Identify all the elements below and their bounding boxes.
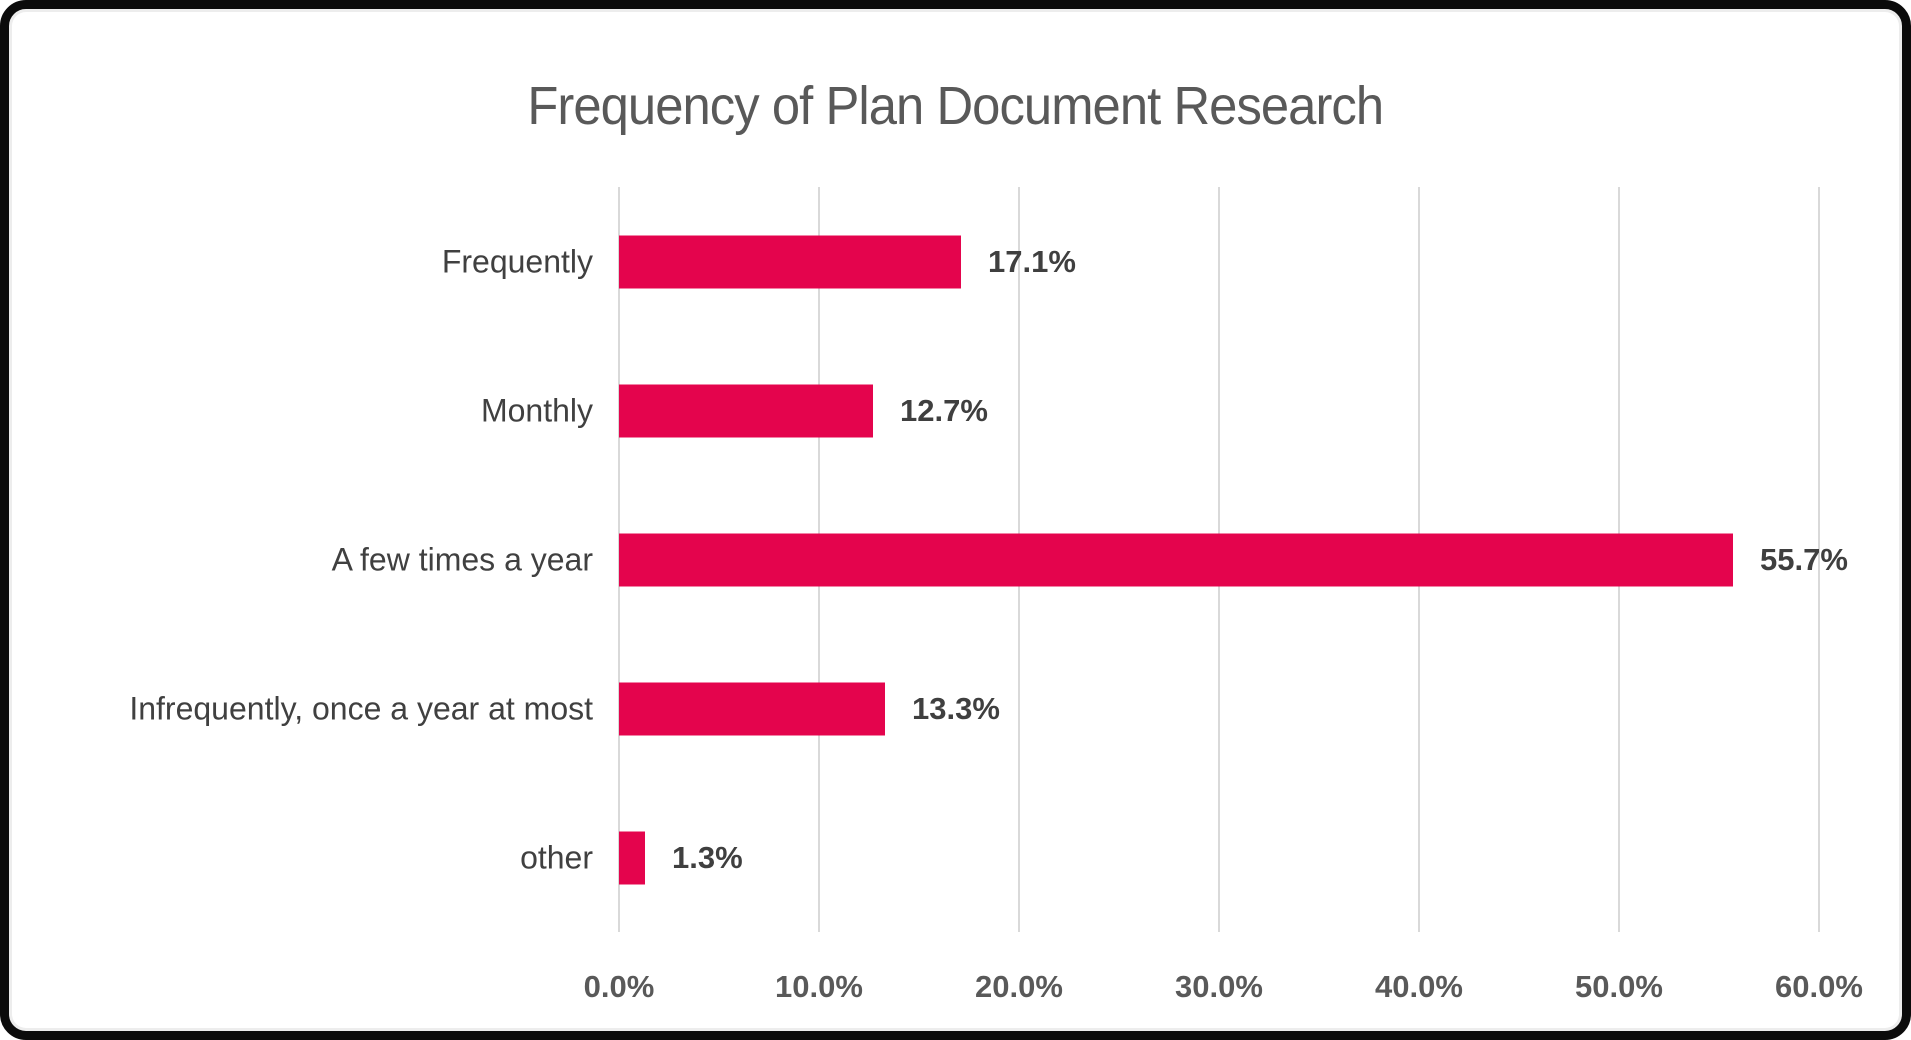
bar-row: Frequently 17.1% [442,187,1819,336]
x-axis-tick-label: 10.0% [775,969,863,1004]
value-label: 12.7% [900,392,988,428]
bar [619,533,1733,586]
x-axis-tick-label: 0.0% [583,969,655,1004]
category-label: Frequently [441,243,593,279]
x-axis-tick-label: 60.0% [1775,969,1863,1004]
bar-row: Monthly 12.7% [481,336,1819,485]
category-label: A few times a year [331,541,593,577]
plot-area: Frequently 17.1% Monthly 12.7% A few times a… [129,187,1848,932]
category-label: other [520,839,593,875]
x-axis-tick-label: 50.0% [1575,969,1663,1004]
bar-row: other 1.3% [520,783,1819,932]
bar-row: Infrequently, once a year at most 13.3% [129,634,1819,783]
bar [619,235,961,288]
bar [619,384,873,437]
chart-title: Frequency of Plan Document Research [9,75,1902,137]
gridline-60.0% [1818,187,1820,932]
bar [619,831,645,884]
category-label: Infrequently, once a year at most [129,690,593,726]
bar [619,682,885,735]
x-axis: 0.0% 10.0% 20.0% 30.0% 40.0% 50.0% 60.0% [584,961,1863,1021]
value-label: 13.3% [912,690,1000,726]
x-axis-tick-label: 20.0% [975,969,1063,1004]
value-label: 55.7% [1760,541,1848,577]
x-axis-tick-label: 40.0% [1375,969,1463,1004]
category-label: Monthly [480,392,593,428]
bar-row: A few times a year 55.7% [332,485,1848,634]
chart-title-text: Frequency of Plan Document Research [527,76,1385,136]
value-label: 17.1% [988,243,1076,279]
value-label: 1.3% [671,839,743,875]
x-axis-tick-label: 30.0% [1175,969,1263,1004]
